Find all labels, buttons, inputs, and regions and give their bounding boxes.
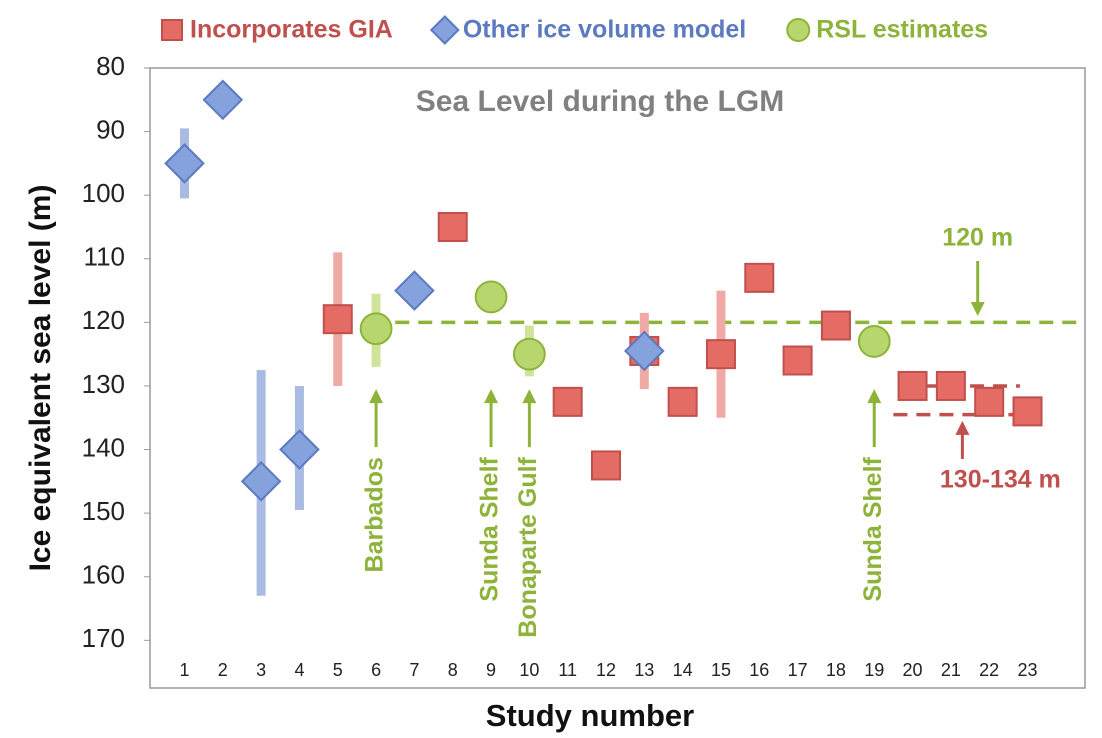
y-tick-label: 80 (96, 51, 125, 81)
x-tick-label: 18 (826, 660, 846, 680)
legend-marker (161, 19, 183, 41)
data-point (935, 370, 966, 401)
data-point (164, 143, 205, 184)
y-tick-label: 120 (82, 305, 125, 335)
y-tick-label: 100 (82, 178, 125, 208)
data-point (782, 345, 813, 376)
data-point (897, 370, 928, 401)
data-point (202, 79, 244, 121)
x-tick-label: 20 (903, 660, 923, 680)
x-tick-label: 7 (409, 660, 419, 680)
x-tick-label: 9 (486, 660, 496, 680)
data-point (359, 312, 393, 346)
data-point (667, 386, 698, 417)
arrow-head (970, 302, 985, 316)
data-point (591, 450, 622, 481)
data-point (240, 461, 282, 502)
data-point (1012, 396, 1043, 427)
annotation: 130-134 m (940, 466, 1061, 494)
x-tick-label: 1 (179, 660, 189, 680)
x-tick-label: 3 (256, 660, 266, 680)
x-tick-label: 13 (634, 660, 654, 680)
data-point (705, 339, 736, 370)
data-point (820, 310, 851, 341)
x-tick-label: 22 (979, 660, 999, 680)
x-tick-label: 12 (596, 660, 616, 680)
arrow-head (522, 389, 537, 404)
arrow-head (955, 420, 970, 435)
arrow-head (369, 389, 384, 404)
x-tick-label: 17 (788, 660, 808, 680)
y-tick-label: 90 (96, 114, 125, 144)
annotation: Sunda Shelf (859, 456, 887, 601)
data-point (624, 330, 665, 372)
data-point (552, 386, 583, 417)
plot-frame (149, 67, 1086, 689)
legend-label: Other ice volume model (463, 16, 746, 44)
data-point (857, 325, 891, 358)
data-point (744, 262, 775, 293)
x-tick-label: 2 (218, 660, 228, 680)
x-tick-label: 15 (711, 660, 731, 680)
x-tick-label: 14 (673, 660, 693, 680)
legend-label: Incorporates GIA (190, 16, 393, 44)
data-point (279, 429, 320, 470)
legend-label: RSL estimates (816, 16, 988, 44)
chart-title: Sea Level during the LGM (416, 85, 784, 118)
x-tick-label: 10 (519, 660, 539, 680)
y-tick-label: 160 (82, 560, 125, 590)
x-tick-label: 21 (941, 660, 961, 680)
data-point (474, 280, 508, 314)
x-tick-label: 11 (558, 660, 577, 680)
x-tick-label: 19 (864, 660, 884, 680)
data-point (512, 337, 546, 371)
y-tick-label: 130 (82, 369, 125, 399)
x-axis-label: Study number (486, 698, 694, 733)
data-point (322, 304, 353, 335)
y-tick-label: 140 (82, 432, 125, 462)
annotation: Barbados (361, 457, 389, 572)
y-tick-label: 110 (84, 242, 125, 272)
x-tick-label: 4 (294, 660, 304, 680)
data-point (974, 386, 1005, 417)
y-axis-label: Ice equivalent sea level (m) (24, 185, 57, 572)
legend-marker (786, 18, 811, 42)
x-tick-label: 5 (333, 660, 343, 680)
y-tick-label: 150 (82, 496, 125, 526)
y-tick-label: 170 (82, 623, 125, 653)
annotation: Bonaparte Gulf (514, 456, 542, 637)
x-tick-label: 16 (749, 660, 769, 680)
data-point (394, 270, 435, 311)
annotation: Sunda Shelf (476, 456, 504, 601)
annotation: 120 m (942, 224, 1013, 252)
arrow-head (484, 389, 499, 404)
arrow-head (867, 389, 882, 404)
data-point (437, 211, 468, 242)
legend-marker (429, 15, 460, 45)
x-tick-label: 6 (371, 660, 381, 680)
x-tick-label: 8 (448, 660, 458, 680)
x-tick-label: 23 (1018, 660, 1038, 680)
